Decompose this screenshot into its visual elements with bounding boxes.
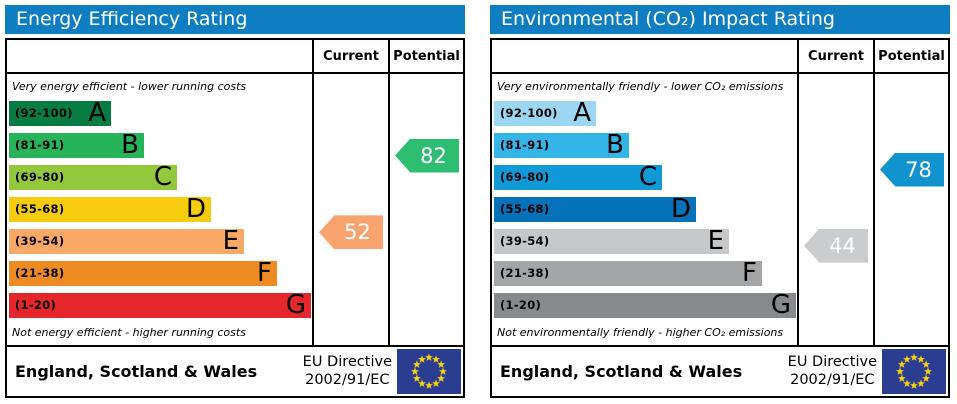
band-a: (92-100) A (9, 98, 111, 128)
band-range-label: (55-68) (500, 202, 550, 216)
eu-directive-line1: EU Directive (302, 354, 392, 371)
band-e: (39-54) E (494, 226, 729, 256)
table-header-row: Current Potential (7, 40, 463, 74)
band-f: (21-38) F (494, 258, 762, 288)
band-range-label: (81-91) (500, 138, 550, 152)
eu-directive-line1: EU Directive (787, 354, 877, 371)
current-column-header: Current (799, 40, 875, 72)
rating-scale-area: Very environmentally friendly - lower CO… (492, 74, 948, 347)
band-e: (39-54) E (9, 226, 244, 256)
rating-bands: (92-100) A (81-91) B (69-80) C (55-68) D (39-54)… (9, 98, 312, 325)
band-f: (21-38) F (9, 258, 277, 288)
potential-value-column: 78 (875, 74, 948, 345)
footer-region-label: England, Scotland & Wales (15, 362, 258, 381)
band-letter: C (638, 162, 657, 192)
band-d: (55-68) D (9, 194, 211, 224)
table-header-row: Current Potential (492, 40, 948, 74)
band-b: (81-91) B (9, 130, 144, 160)
band-letter: G (285, 290, 306, 320)
band-range-label: (21-38) (15, 266, 65, 280)
epc-rating-charts: Energy Efficiency Rating Current Potenti… (5, 5, 950, 398)
rating-bands: (92-100) A (81-91) B (69-80) C (55-68) D (39-54)… (494, 98, 797, 325)
potential-column-header: Potential (878, 48, 945, 64)
band-range-label: (39-54) (500, 234, 550, 248)
eu-directive-label: EU Directive 2002/91/EC (788, 354, 877, 389)
band-letter: A (88, 98, 106, 128)
band-range-label: (81-91) (15, 138, 65, 152)
band-letter: B (606, 130, 624, 160)
scale-caption-bottom: Not energy efficient - higher running co… (12, 326, 246, 339)
band-letter: E (707, 226, 724, 256)
empty-header-cell (7, 40, 314, 72)
band-g: (1-20) G (494, 290, 796, 320)
potential-column-header: Potential (393, 48, 460, 64)
band-range-label: (55-68) (15, 202, 65, 216)
scale-caption-top: Very energy efficient - lower running co… (12, 80, 247, 93)
band-letter: F (257, 258, 272, 288)
energy-efficiency-table: Current Potential Very energy efficient … (5, 38, 465, 398)
band-letter: A (573, 98, 591, 128)
band-range-label: (69-80) (15, 170, 65, 184)
current-rating-arrow: 44 (804, 228, 868, 263)
energy-efficiency-panel: Energy Efficiency Rating Current Potenti… (5, 5, 465, 398)
eu-directive-line2: 2002/91/EC (305, 371, 390, 388)
rating-scale-column: Very environmentally friendly - lower CO… (492, 74, 799, 345)
band-range-label: (92-100) (15, 106, 73, 120)
band-range-label: (1-20) (15, 298, 57, 312)
band-c: (69-80) C (494, 162, 662, 192)
current-value-column: 44 (799, 74, 875, 345)
band-letter: D (670, 194, 691, 224)
eu-directive-label: EU Directive 2002/91/EC (303, 354, 392, 389)
band-letter: E (222, 226, 239, 256)
eu-flag-icon (397, 349, 461, 394)
band-letter: B (121, 130, 139, 160)
environmental-impact-title: Environmental (CO₂) Impact Rating (490, 5, 950, 34)
band-range-label: (69-80) (500, 170, 550, 184)
energy-efficiency-title: Energy Efficiency Rating (5, 5, 465, 34)
eu-directive-line2: 2002/91/EC (790, 371, 875, 388)
band-letter: G (770, 290, 791, 320)
band-letter: F (742, 258, 757, 288)
band-letter: C (153, 162, 172, 192)
current-rating-arrow: 52 (319, 215, 383, 250)
scale-caption-bottom: Not environmentally friendly - higher CO… (497, 326, 784, 339)
band-a: (92-100) A (494, 98, 596, 128)
current-value-column: 52 (314, 74, 390, 345)
eu-flag-icon (882, 349, 946, 394)
empty-header-cell (492, 40, 799, 72)
rating-scale-column: Very energy efficient - lower running co… (7, 74, 314, 345)
current-column-header: Current (314, 40, 390, 72)
band-range-label: (39-54) (15, 234, 65, 248)
potential-rating-arrow: 78 (880, 152, 944, 187)
rating-scale-area: Very energy efficient - lower running co… (7, 74, 463, 347)
scale-caption-top: Very environmentally friendly - lower CO… (497, 80, 784, 93)
band-letter: D (185, 194, 206, 224)
band-d: (55-68) D (494, 194, 696, 224)
table-footer-row: England, Scotland & Wales EU Directive 2… (492, 347, 948, 396)
environmental-impact-table: Current Potential Very environmentally f… (490, 38, 950, 398)
environmental-impact-panel: Environmental (CO₂) Impact Rating Curren… (490, 5, 950, 398)
footer-region-label: England, Scotland & Wales (500, 362, 743, 381)
table-footer-row: England, Scotland & Wales EU Directive 2… (7, 347, 463, 396)
band-range-label: (21-38) (500, 266, 550, 280)
band-range-label: (92-100) (500, 106, 558, 120)
potential-rating-arrow: 82 (395, 138, 459, 173)
band-g: (1-20) G (9, 290, 311, 320)
band-range-label: (1-20) (500, 298, 542, 312)
band-b: (81-91) B (494, 130, 629, 160)
potential-value-column: 82 (390, 74, 463, 345)
band-c: (69-80) C (9, 162, 177, 192)
